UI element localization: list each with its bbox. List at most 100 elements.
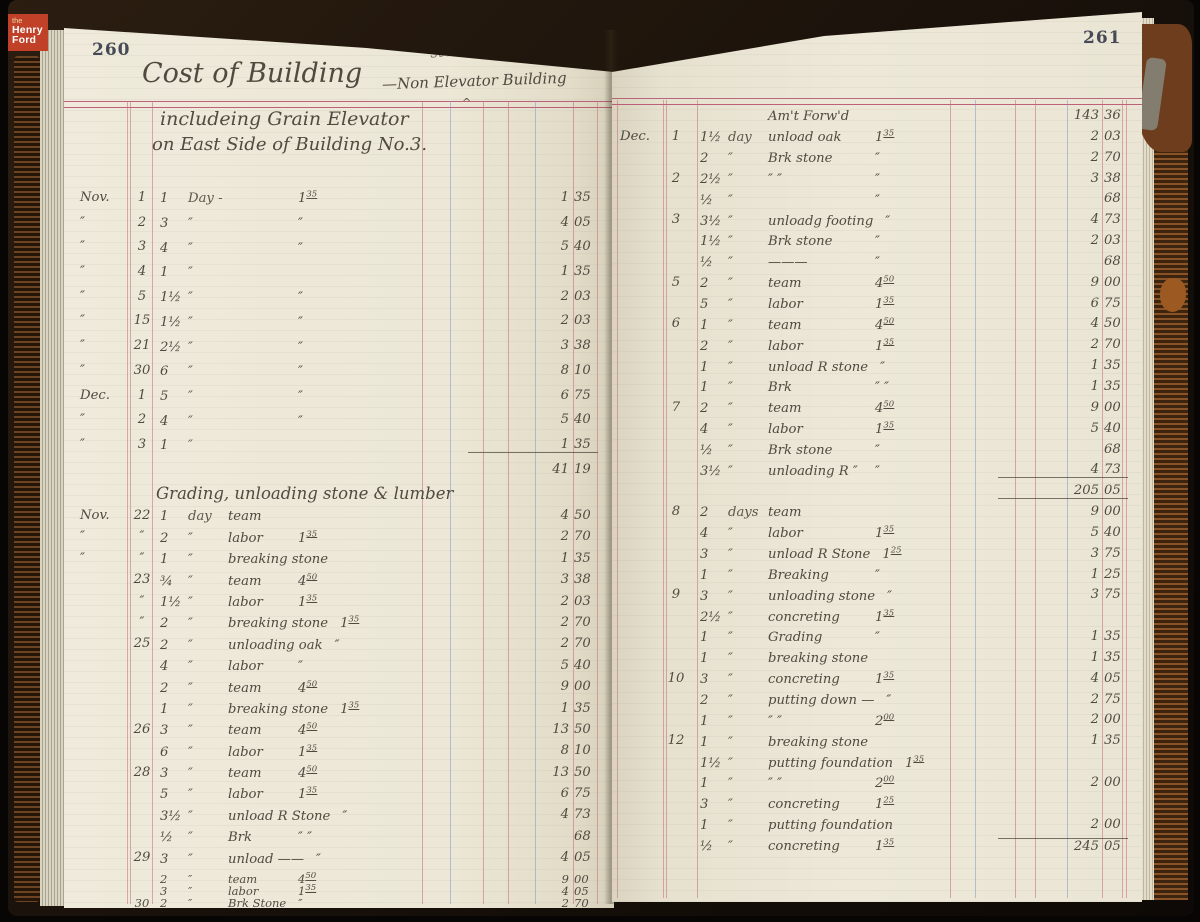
amount-cell: 4 05 — [560, 214, 591, 230]
description-cell: 2 ″ labor 135 — [160, 529, 318, 546]
amount-cell: 1 25 — [1090, 566, 1121, 582]
description-cell: ½ ″ concreting 135 — [700, 837, 895, 854]
amount-cell: 2 03 — [560, 593, 591, 609]
rate-cell: ″ — [875, 630, 880, 646]
rate-cell: ″ — [875, 192, 880, 208]
ledger-row: 1 ″ breaking stone 1 35 — [612, 650, 1142, 671]
rate-cell: 450 — [875, 274, 895, 292]
amount-cell: 9 00 — [561, 871, 589, 886]
day-cell: 28 — [133, 764, 151, 780]
day-cell: 2 — [671, 170, 681, 186]
description-cell: 1 ″ breaking stone — [700, 651, 869, 667]
amount-cell: 68 — [1104, 441, 1121, 457]
henry-ford-logo: the Henry Ford — [8, 14, 48, 51]
day-cell: 1 — [137, 387, 147, 403]
amount-cell: 2 75 — [1090, 691, 1121, 707]
amount-cell: 5 40 — [560, 657, 591, 673]
amount-cell: 143 36 — [1073, 108, 1121, 123]
day-cell: 21 — [133, 338, 151, 354]
logo-the: the — [12, 16, 23, 25]
ledger-row: 9 3 ″ unloading stone ″ 3 75 — [612, 587, 1142, 608]
rate-cell: ″ — [298, 290, 303, 306]
ledger-row: ″ ″ 2 ″ labor 135 2 70 — [64, 529, 614, 550]
rust-spot — [1160, 278, 1186, 312]
description-cell: 1 ″ — [160, 265, 193, 281]
ledger-row: 3 ″ concreting 125 — [612, 796, 1142, 817]
amount-cell: 1 35 — [1090, 649, 1121, 665]
month-cell: Nov. — [80, 508, 110, 523]
description-cell: ½ ″ ——— ″ — [700, 255, 880, 271]
description-cell: 5 ″ ″ — [160, 388, 303, 404]
day-cell: 5 — [137, 288, 147, 304]
ledger-row: 25 2 ″ unloading oak ″ 2 70 — [64, 636, 614, 657]
amount-cell: 1 35 — [560, 700, 591, 716]
day-cell: ″ — [139, 550, 145, 566]
day-cell: 10 — [667, 670, 685, 686]
column-rule — [666, 100, 667, 898]
rate-cell: ″ — [875, 463, 880, 479]
month-cell: Dec. — [80, 387, 110, 403]
description-cell: 1 ″ unload R stone ″ — [700, 359, 886, 375]
rate-cell: ″ — [334, 637, 340, 653]
rate-cell: ″ — [298, 896, 303, 908]
ledger-row: 2 2½ ″ ″ ″ ″ 3 38 — [612, 171, 1142, 192]
right-leather-edge — [1154, 48, 1188, 900]
ledger-row: 2 ″ Brk stone ″ 2 70 — [612, 150, 1142, 171]
amount-cell: 9 00 — [560, 679, 591, 695]
description-cell: 3 ″ unloading stone ″ — [700, 588, 893, 604]
day-cell: 3 — [137, 239, 147, 255]
logo-henry: Henry — [12, 24, 43, 36]
rate-cell: ″ — [298, 216, 303, 232]
description-cell: 1 ″ breaking stone — [160, 552, 329, 568]
rate-cell: 135 — [875, 337, 895, 354]
column-rule — [663, 100, 664, 898]
description-cell: 2 ″ team 450 — [160, 871, 317, 887]
amount-cell: 2 03 — [560, 313, 591, 329]
day-cell: 2 — [137, 412, 147, 428]
ledger-row: ″ 3 1 ″ 1 35 — [64, 437, 614, 462]
rate-cell: ″ — [875, 151, 880, 167]
ledger-row: ″ 2 3 ″ ″ 4 05 — [64, 215, 614, 240]
ledger-row: 7 2 ″ team 450 9 00 — [612, 400, 1142, 421]
description-cell: 1 ″ breaking stone — [700, 734, 869, 750]
rate-cell: 135 — [298, 786, 318, 803]
rate-cell: 450 — [298, 572, 318, 589]
rate-cell: 450 — [298, 764, 318, 782]
caret-mark: ^ — [462, 96, 472, 109]
description-cell: 1½ ″ labor 135 — [160, 593, 318, 610]
month-cell: ″ — [80, 264, 85, 280]
amount-cell: 3 75 — [1090, 587, 1121, 603]
ledger-row: 10 3 ″ concreting 135 4 05 — [612, 671, 1142, 692]
rate-cell: ″ — [298, 413, 303, 429]
amount-cell: 6 75 — [1090, 295, 1121, 311]
ledger-row: ½ ″ Brk stone ″ 68 — [612, 442, 1142, 463]
amount-cell: 3 38 — [560, 338, 591, 354]
column-rule — [450, 101, 451, 904]
ledger-row: ″ 15 1½ ″ ″ 2 03 — [64, 313, 614, 338]
entries-continued: Am't Forw'd 143 36 Dec. 1 1½ day unload oak… — [612, 108, 1142, 858]
left-leather-edge — [14, 56, 40, 902]
rate-cell: 135 — [875, 670, 895, 688]
description-cell: 2 ″ team 450 — [160, 679, 318, 696]
column-rule — [127, 101, 128, 904]
description-cell: 2 ″ team 450 — [700, 399, 895, 417]
day-cell: 3 — [671, 212, 681, 228]
amount-cell: 4 05 — [561, 883, 589, 898]
ledger-row: ½ ″ concreting 135 245 05 — [612, 837, 1142, 859]
page-number: 261 — [1083, 28, 1122, 48]
description-cell: 1 ″ Breaking ″ — [700, 567, 880, 583]
description-cell: 1 ″ Brk ″ ″ — [700, 380, 890, 396]
ledger-row: ″ ″ 1 ″ breaking stone 1 35 — [64, 551, 614, 572]
ledger-row: 2 ″ team 450 9 00 — [64, 679, 614, 700]
day-cell: 30 — [134, 895, 150, 908]
description-cell: 2½ ″ ″ — [160, 339, 303, 355]
rate-cell: 135 — [904, 754, 925, 771]
left-page-block-edge — [40, 30, 68, 906]
day-cell: 2 — [137, 214, 147, 230]
amount-cell: 2 70 — [560, 529, 591, 545]
description-cell: 1 ″ team 450 — [700, 316, 895, 333]
page-number: 260 — [92, 40, 131, 60]
amount-cell: 8 10 — [560, 743, 591, 759]
column-rule — [697, 100, 698, 898]
description-cell: 4 ″ labor 135 — [700, 420, 895, 438]
